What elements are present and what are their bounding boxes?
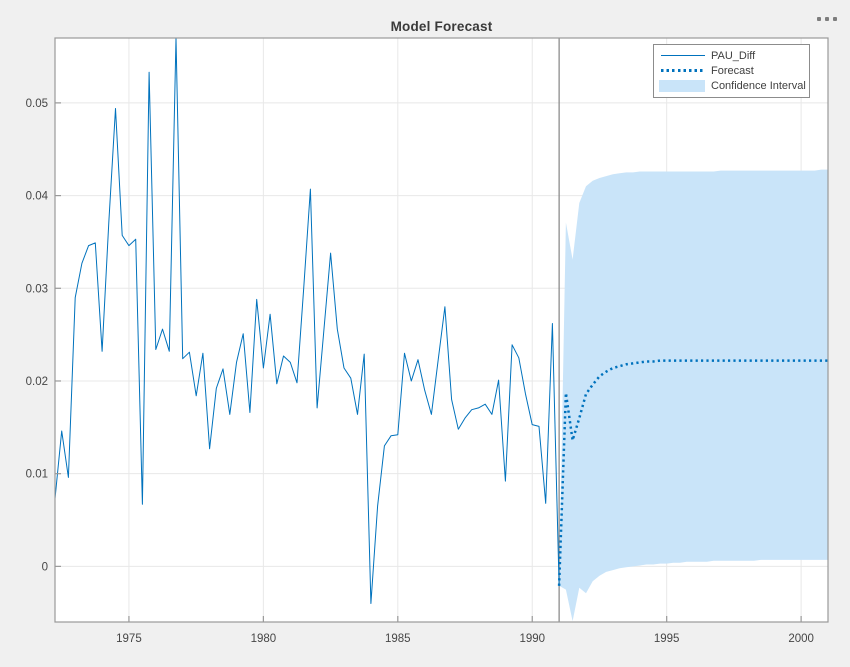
ellipsis-dot-icon [833,17,837,21]
confidence-band [559,169,828,622]
legend-entry-forecast: Forecast [654,63,809,78]
y-tick-label: 0.02 [26,376,48,388]
x-tick-label: 1980 [251,633,277,645]
chart-title: Model Forecast [390,19,493,34]
x-tick-label: 1990 [519,633,545,645]
y-tick-label: 0.05 [26,98,48,110]
axis-box [54,37,829,623]
legend-dotted-swatch [661,69,705,72]
forecast-line [557,359,828,586]
legend-line-swatch [661,55,705,56]
x-tick-label: 1975 [116,633,142,645]
legend: PAU_Diff Forecast Confidence Interval [653,44,810,98]
legend-label: Confidence Interval [711,79,806,92]
legend-label: Forecast [711,64,754,77]
y-tick-label: 0.04 [26,191,49,203]
x-tick-label: 1995 [654,633,680,645]
y-tick-label: 0 [42,561,48,573]
x-tick-label: 1985 [385,633,411,645]
x-tick-label: 2000 [788,633,814,645]
legend-entry-pau-diff: PAU_Diff [654,48,809,63]
ellipsis-dot-icon [817,17,821,21]
options-menu-button[interactable] [812,12,842,26]
y-tick-label: 0.01 [26,469,48,481]
legend-label: PAU_Diff [711,49,756,62]
y-tick-label: 0.03 [26,283,48,295]
ellipsis-dot-icon [825,17,829,21]
legend-entry-confidence-interval: Confidence Interval [654,78,809,93]
pau-diff-line [54,37,560,604]
legend-patch-swatch [659,79,705,92]
